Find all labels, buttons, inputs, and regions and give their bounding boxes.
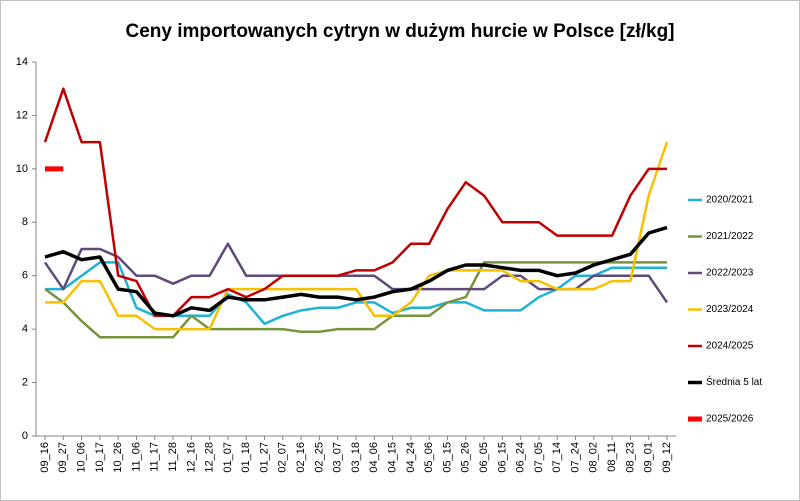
y-tick-label: 10 xyxy=(16,163,28,175)
series-line xyxy=(44,225,668,318)
x-tick-label: 02_25 xyxy=(313,442,325,473)
x-tick-label: 04_06 xyxy=(368,442,380,473)
legend-label: 2021/2022 xyxy=(706,231,754,242)
x-tick-label: 09_12 xyxy=(661,442,673,473)
x-tick-label: 01_27 xyxy=(258,442,270,473)
y-tick-label: 12 xyxy=(16,109,28,121)
x-tick-label: 07_05 xyxy=(533,442,545,473)
x-tick-label: 01_07 xyxy=(222,442,234,473)
legend-label: 2022/2023 xyxy=(706,268,754,279)
legend-label: 2024/2025 xyxy=(706,341,754,352)
y-tick-label: 14 xyxy=(16,56,28,68)
x-tick-label: 06_24 xyxy=(515,442,527,473)
x-tick-label: 12_28 xyxy=(204,442,216,473)
x-tick-label: 11_17 xyxy=(149,442,161,472)
legend-label: Średnia 5 lat xyxy=(706,375,762,388)
x-tick-label: 04_24 xyxy=(405,442,417,473)
x-tick-label: 10_17 xyxy=(94,442,106,473)
x-tick-label: 08_23 xyxy=(624,442,636,473)
x-tick-label: 06_05 xyxy=(478,442,490,473)
x-tick-label: 03_07 xyxy=(332,442,344,473)
x-tick-label: 10_26 xyxy=(112,442,124,473)
x-tick-label: 12_16 xyxy=(185,442,197,473)
series-line xyxy=(44,261,667,339)
x-tick-label: 09_16 xyxy=(39,442,51,473)
x-tick-label: 08_11 xyxy=(606,442,618,472)
chart-title: Ceny importowanych cytryn w dużym hurcie… xyxy=(125,21,674,42)
x-tick-label: 01_18 xyxy=(240,442,252,473)
y-tick-label: 6 xyxy=(22,270,28,282)
series-line xyxy=(45,141,669,331)
series-line xyxy=(45,261,667,326)
x-tick-label: 05_15 xyxy=(441,442,453,473)
x-tick-label: 03_18 xyxy=(350,442,362,473)
y-tick-label: 4 xyxy=(22,323,28,335)
x-tick-label: 08_02 xyxy=(588,442,600,473)
legend-label: 2020/2021 xyxy=(706,195,754,206)
legend-label: 2025/2026 xyxy=(706,414,754,425)
x-tick-label: 11_06 xyxy=(130,442,142,472)
x-tick-label: 07_24 xyxy=(569,442,581,473)
x-tick-label: 09_01 xyxy=(643,442,655,473)
legend-label: 2023/2024 xyxy=(706,304,754,315)
x-tick-label: 06_15 xyxy=(496,442,508,473)
x-tick-label: 11_28 xyxy=(167,442,179,472)
x-tick-label: 09_27 xyxy=(57,442,69,473)
x-tick-label: 02_16 xyxy=(295,442,307,473)
x-tick-label: 07_14 xyxy=(551,442,563,473)
x-tick-label: 04_15 xyxy=(386,442,398,473)
y-tick-label: 2 xyxy=(22,376,28,388)
x-tick-label: 10_06 xyxy=(75,442,87,473)
y-tick-label: 8 xyxy=(22,216,28,228)
x-tick-label: 02_07 xyxy=(277,442,289,473)
y-tick-label: 0 xyxy=(22,430,28,442)
x-tick-label: 05_06 xyxy=(423,442,435,473)
x-tick-label: 05_26 xyxy=(460,442,472,473)
